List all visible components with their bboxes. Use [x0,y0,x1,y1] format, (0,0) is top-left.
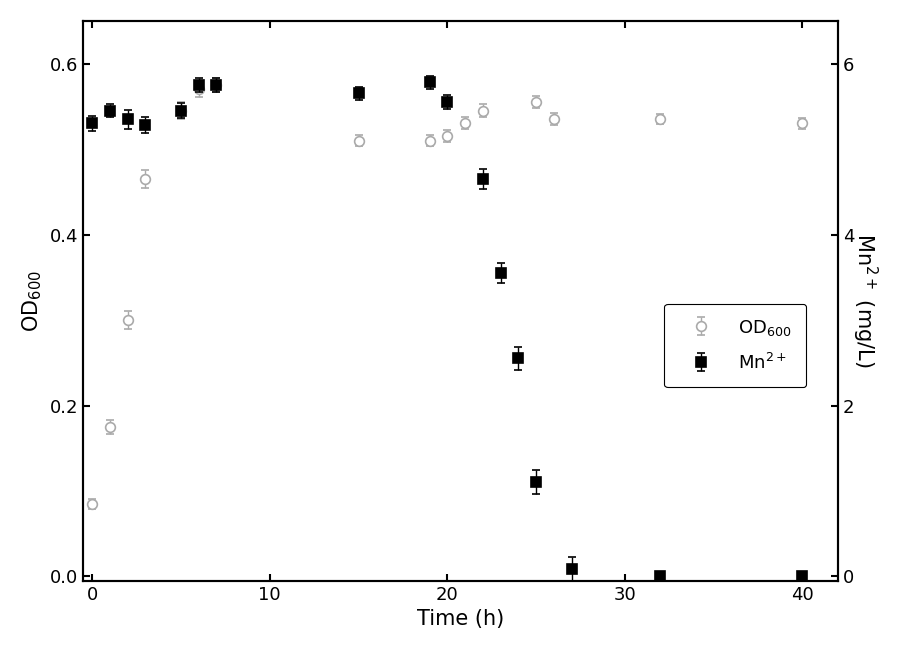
X-axis label: Time (h): Time (h) [417,609,504,629]
Y-axis label: OD$_{600}$: OD$_{600}$ [21,270,44,332]
Y-axis label: Mn$^{2+}$ (mg/L): Mn$^{2+}$ (mg/L) [850,233,879,368]
Legend: OD$_{600}$, Mn$^{2+}$: OD$_{600}$, Mn$^{2+}$ [664,304,806,387]
